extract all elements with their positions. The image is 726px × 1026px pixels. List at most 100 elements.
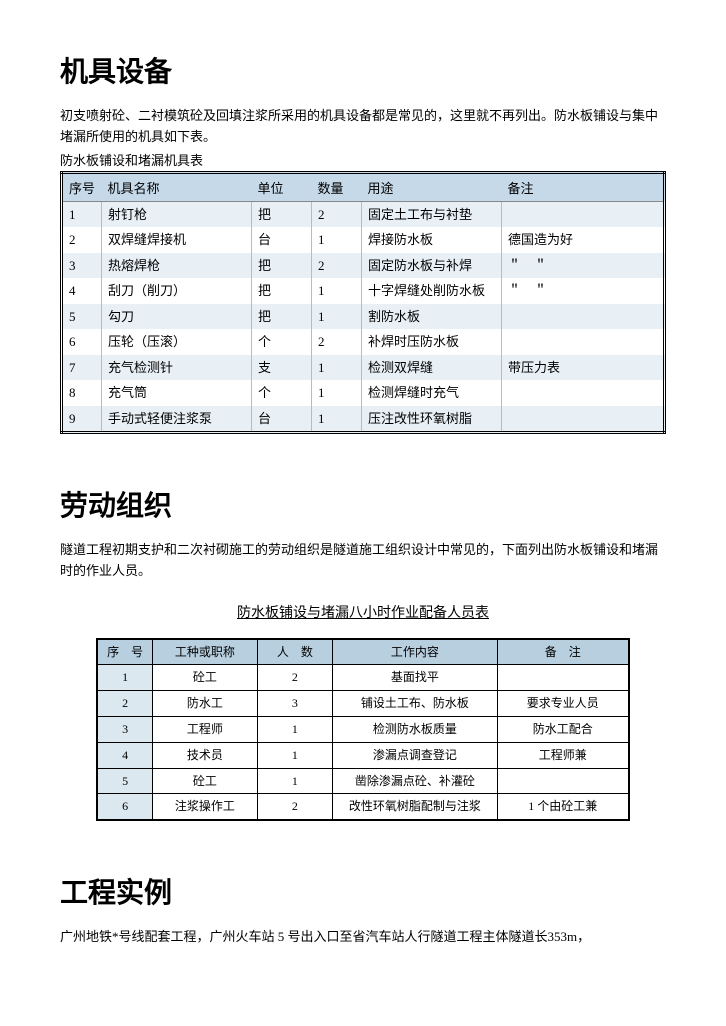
table1-cell: 检测焊缝时充气	[362, 380, 502, 406]
table1-cell: 个	[252, 380, 312, 406]
table2-cell: 2	[97, 691, 152, 717]
heading-example: 工程实例	[60, 871, 666, 911]
table1-cell: 压轮（压滚）	[102, 329, 252, 355]
table1-cell: 1	[312, 227, 362, 253]
table1-cell: 固定土工布与衬垫	[362, 201, 502, 227]
table2-cell: 凿除渗漏点砼、补灌砼	[332, 768, 497, 794]
table1-cell: 7	[62, 355, 102, 381]
table1-cell: 1	[312, 355, 362, 381]
table1-cell	[502, 201, 665, 227]
table2-cell: 要求专业人员	[497, 691, 628, 717]
table2-cell: 铺设土工布、防水板	[332, 691, 497, 717]
table1-cell: 把	[252, 278, 312, 304]
table2-cell: 检测防水板质量	[332, 717, 497, 743]
table1-cell: ＂ ＂	[502, 253, 665, 279]
table2-cell: 基面找平	[332, 665, 497, 691]
para-equipment: 初支喷射砼、二衬模筑砼及回填注浆所采用的机具设备都是常见的，这里就不再列出。防水…	[60, 106, 666, 148]
table1-cell: 双焊缝焊接机	[102, 227, 252, 253]
table2-cell: 2	[257, 794, 332, 820]
table2-cell: 6	[97, 794, 152, 820]
table1-row: 8充气筒个1检测焊缝时充气	[62, 380, 665, 406]
table1-header: 用途	[362, 172, 502, 201]
table2-cell	[497, 665, 628, 691]
table1-cell: 3	[62, 253, 102, 279]
table2-row: 2防水工3铺设土工布、防水板要求专业人员	[97, 691, 628, 717]
table2-cell: 砼工	[152, 665, 257, 691]
table1-cell: 6	[62, 329, 102, 355]
table1-cell	[502, 329, 665, 355]
table1-row: 2双焊缝焊接机台1焊接防水板德国造为好	[62, 227, 665, 253]
table1-cell: 把	[252, 304, 312, 330]
table1-cell: 割防水板	[362, 304, 502, 330]
table1-cell: 台	[252, 227, 312, 253]
table1-cell: 固定防水板与补焊	[362, 253, 502, 279]
table2-row: 6注浆操作工2改性环氧树脂配制与注浆1 个由砼工兼	[97, 794, 628, 820]
table1-cell: 刮刀（削刀）	[102, 278, 252, 304]
table2-cell: 1 个由砼工兼	[497, 794, 628, 820]
table2-cell	[497, 768, 628, 794]
equipment-table: 序号机具名称单位数量用途备注 1射钉枪把2固定土工布与衬垫2双焊缝焊接机台1焊接…	[60, 171, 666, 435]
table1-cell: 1	[312, 406, 362, 433]
table2-cell: 4	[97, 742, 152, 768]
table1-cell: 2	[62, 227, 102, 253]
table2-row: 3工程师1检测防水板质量防水工配合	[97, 717, 628, 743]
table1-cell: 4	[62, 278, 102, 304]
caption-table1: 防水板铺设和堵漏机具表	[60, 150, 666, 169]
table2-cell: 工程师兼	[497, 742, 628, 768]
table2-header: 备 注	[497, 639, 628, 665]
table1-cell: 支	[252, 355, 312, 381]
table1-cell: 带压力表	[502, 355, 665, 381]
table2-cell: 1	[257, 768, 332, 794]
table2-cell: 3	[97, 717, 152, 743]
table1-cell: 把	[252, 253, 312, 279]
table1-row: 5勾刀把1割防水板	[62, 304, 665, 330]
table1-header: 机具名称	[102, 172, 252, 201]
table1-cell: 焊接防水板	[362, 227, 502, 253]
table1-row: 4刮刀（削刀）把1十字焊缝处削防水板＂ ＂	[62, 278, 665, 304]
table2-cell: 渗漏点调查登记	[332, 742, 497, 768]
table1-cell: 1	[312, 304, 362, 330]
table1-cell: 补焊时压防水板	[362, 329, 502, 355]
table1-cell: 压注改性环氧树脂	[362, 406, 502, 433]
table1-cell: 手动式轻便注浆泵	[102, 406, 252, 433]
labor-table: 序 号工种或职称人 数工作内容备 注 1砼工2基面找平2防水工3铺设土工布、防水…	[96, 638, 629, 822]
table2-cell: 工程师	[152, 717, 257, 743]
table2-cell: 3	[257, 691, 332, 717]
table1-cell: 射钉枪	[102, 201, 252, 227]
heading-labor: 劳动组织	[60, 484, 666, 524]
subtitle-labor-table: 防水板铺设与堵漏八小时作业配备人员表	[60, 602, 666, 622]
table1-cell	[502, 406, 665, 433]
table1-header: 单位	[252, 172, 312, 201]
table2-header: 序 号	[97, 639, 152, 665]
table1-cell: 2	[312, 253, 362, 279]
section-example: 工程实例 广州地铁*号线配套工程，广州火车站 5 号出入口至省汽车站人行隧道工程…	[60, 871, 666, 948]
para-example: 广州地铁*号线配套工程，广州火车站 5 号出入口至省汽车站人行隧道工程主体隧道长…	[60, 927, 666, 948]
table2-cell: 注浆操作工	[152, 794, 257, 820]
table1-cell: 检测双焊缝	[362, 355, 502, 381]
table2-cell: 防水工配合	[497, 717, 628, 743]
table1-cell: 5	[62, 304, 102, 330]
table2-cell: 改性环氧树脂配制与注浆	[332, 794, 497, 820]
table1-row: 6压轮（压滚）个2补焊时压防水板	[62, 329, 665, 355]
table1-cell: 热熔焊枪	[102, 253, 252, 279]
table1-row: 3热熔焊枪把2固定防水板与补焊＂ ＂	[62, 253, 665, 279]
table1-row: 7充气检测针支1检测双焊缝带压力表	[62, 355, 665, 381]
table2-cell: 1	[97, 665, 152, 691]
table2-cell: 技术员	[152, 742, 257, 768]
table2-header: 工种或职称	[152, 639, 257, 665]
table1-cell: 德国造为好	[502, 227, 665, 253]
table1-cell	[502, 380, 665, 406]
table2-cell: 2	[257, 665, 332, 691]
para-labor: 隧道工程初期支护和二次衬砌施工的劳动组织是隧道施工组织设计中常见的，下面列出防水…	[60, 540, 666, 582]
table1-cell: 9	[62, 406, 102, 433]
section-equipment: 机具设备 初支喷射砼、二衬模筑砼及回填注浆所采用的机具设备都是常见的，这里就不再…	[60, 50, 666, 434]
table2-row: 5砼工1凿除渗漏点砼、补灌砼	[97, 768, 628, 794]
table1-cell: 2	[312, 201, 362, 227]
table2-cell: 防水工	[152, 691, 257, 717]
table1-cell: 台	[252, 406, 312, 433]
table1-cell: 8	[62, 380, 102, 406]
table1-row: 1射钉枪把2固定土工布与衬垫	[62, 201, 665, 227]
table2-cell: 5	[97, 768, 152, 794]
heading-equipment: 机具设备	[60, 50, 666, 90]
table2-header: 工作内容	[332, 639, 497, 665]
